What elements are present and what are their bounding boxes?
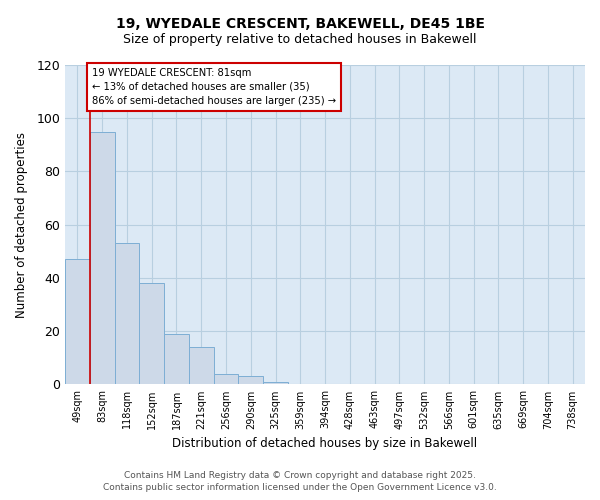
Text: Size of property relative to detached houses in Bakewell: Size of property relative to detached ho… (123, 32, 477, 46)
Bar (238, 376, 263, 384)
Bar (263, 382, 288, 384)
Bar (189, 347, 214, 385)
Bar (214, 374, 238, 384)
Bar (90, 132, 115, 384)
Bar (139, 284, 164, 384)
Y-axis label: Number of detached properties: Number of detached properties (15, 132, 28, 318)
Text: 19, WYEDALE CRESCENT, BAKEWELL, DE45 1BE: 19, WYEDALE CRESCENT, BAKEWELL, DE45 1BE (115, 18, 485, 32)
Text: 19 WYEDALE CRESCENT: 81sqm
← 13% of detached houses are smaller (35)
86% of semi: 19 WYEDALE CRESCENT: 81sqm ← 13% of deta… (92, 68, 336, 106)
Bar (164, 334, 189, 384)
X-axis label: Distribution of detached houses by size in Bakewell: Distribution of detached houses by size … (172, 437, 478, 450)
Bar (65, 260, 90, 384)
Bar (115, 244, 139, 384)
Text: Contains HM Land Registry data © Crown copyright and database right 2025.
Contai: Contains HM Land Registry data © Crown c… (103, 471, 497, 492)
